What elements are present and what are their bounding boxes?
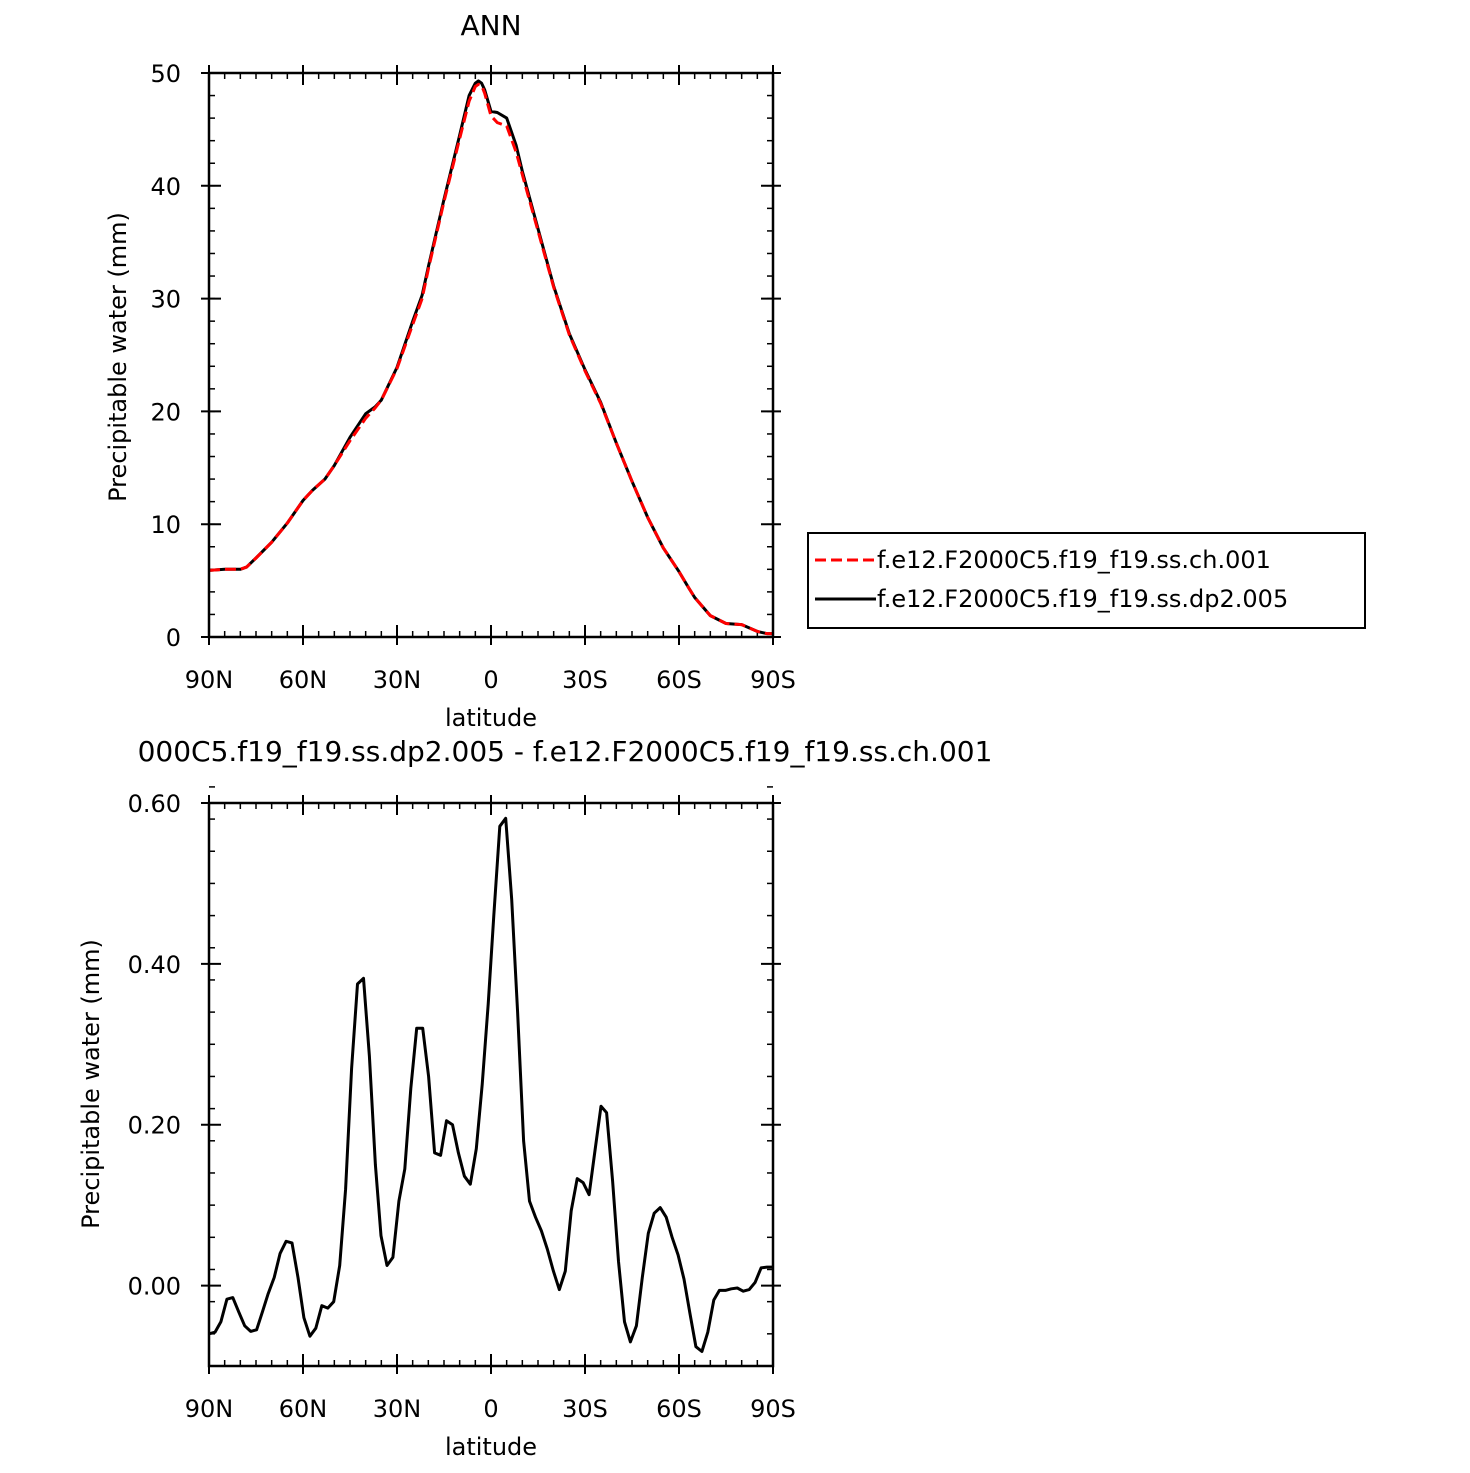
- bottom-x-tick-label: 90S: [750, 1395, 796, 1423]
- bottom-y-tick-label: 0.20: [128, 1112, 181, 1140]
- top-y-tick-label: 10: [150, 511, 181, 539]
- top-x-tick-label: 60N: [279, 666, 328, 694]
- top-y-tick-label: 30: [150, 286, 181, 314]
- top-plot-frame: [207, 71, 775, 639]
- top-x-tick-label: 90N: [185, 666, 234, 694]
- bottom-y-tick-label: 0.60: [128, 790, 181, 818]
- bottom-y-axis-label: Precipitable water (mm): [77, 939, 105, 1229]
- top-y-tick-label: 50: [150, 60, 181, 88]
- precipitable-water-panel: ANN latitude Precipitable water (mm) 90N…: [104, 9, 796, 732]
- bottom-series-line-0: [208, 816, 773, 1353]
- top-x-tick-label: 30N: [373, 666, 422, 694]
- bottom-series-lines: [208, 816, 773, 1353]
- top-y-tick-label: 20: [150, 398, 181, 426]
- bottom-y-tick-label: 0.00: [128, 1273, 181, 1301]
- top-chart-title: ANN: [460, 9, 521, 42]
- top-x-tick-label: 0: [483, 666, 498, 694]
- top-x-tick-label: 30S: [562, 666, 608, 694]
- top-tick-labels: 90N 60N 30N 0 30S 60S 90S 0 10 20 30 40 50: [150, 60, 795, 694]
- bottom-x-tick-label: 30S: [562, 1395, 608, 1423]
- bottom-x-tick-label: 60N: [279, 1395, 328, 1423]
- difference-panel: 000C5.f19_f19.ss.dp2.005 - f.e12.F2000C5…: [77, 735, 992, 1461]
- top-y-tick-label: 0: [166, 624, 181, 652]
- bottom-plot-frame: [207, 801, 775, 1368]
- top-y-axis-label: Precipitable water (mm): [104, 212, 132, 502]
- legend-label-ch001: f.e12.F2000C5.f19_f19.ss.ch.001: [877, 546, 1271, 574]
- bottom-x-axis-label: latitude: [445, 1433, 537, 1461]
- bottom-chart-title: 000C5.f19_f19.ss.dp2.005 - f.e12.F2000C5…: [138, 735, 993, 768]
- legend: f.e12.F2000C5.f19_f19.ss.ch.001 f.e12.F2…: [807, 532, 1366, 629]
- top-x-tick-label: 60S: [656, 666, 702, 694]
- legend-box: [807, 532, 1366, 629]
- top-series-line-1: [208, 79, 773, 636]
- top-y-tick-label: 40: [150, 173, 181, 201]
- legend-label-dp2005: f.e12.F2000C5.f19_f19.ss.dp2.005: [877, 585, 1288, 613]
- bottom-x-tick-label: 60S: [656, 1395, 702, 1423]
- top-series-lines: [208, 79, 773, 636]
- bottom-tick-labels: 90N 60N 30N 0 30S 60S 90S 0.00 0.20 0.40 0.60: [128, 790, 796, 1423]
- bottom-y-tick-label: 0.40: [128, 951, 181, 979]
- top-x-tick-label: 90S: [750, 666, 796, 694]
- bottom-x-tick-label: 90N: [185, 1395, 234, 1423]
- top-x-axis-label: latitude: [445, 704, 537, 732]
- bottom-x-tick-label: 30N: [373, 1395, 422, 1423]
- bottom-x-tick-label: 0: [483, 1395, 498, 1423]
